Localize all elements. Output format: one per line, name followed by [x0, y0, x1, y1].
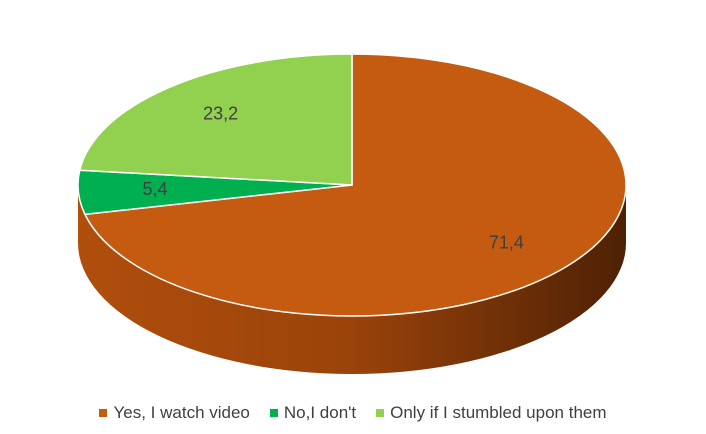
data-label-yes-i-watch-video: 71,4: [489, 232, 524, 252]
pie-side-walls: [78, 185, 626, 374]
legend-swatch-only-if: [376, 409, 385, 417]
legend-label-yes: Yes, I watch video: [113, 403, 250, 422]
data-label-only-if-i-stumbled-upon-them: 23,2: [203, 103, 238, 123]
pie-chart: 71,4 5,4 23,2: [77, 53, 627, 374]
pie-slices: [77, 53, 627, 317]
pie-side-wall-yes-i-watch-video: [78, 185, 626, 374]
pie-slice-only-if-i-stumbled-upon-them: [78, 53, 353, 186]
data-label-no-i-don-t: 5,4: [143, 179, 168, 199]
legend-item-no: No,I don't: [269, 403, 357, 423]
legend-item-only-if: Only if I stumbled upon them: [376, 403, 607, 423]
pie-slice-yes-i-watch-video: [83, 53, 627, 317]
legend: Yes, I watch video No,I don't Only if I …: [0, 398, 706, 428]
legend-label-only-if: Only if I stumbled upon them: [390, 403, 607, 422]
pie-data-labels: 71,4 5,4 23,2: [143, 103, 524, 252]
legend-item-yes: Yes, I watch video: [99, 403, 250, 423]
legend-label-no: No,I don't: [283, 403, 357, 422]
legend-swatch-no: [269, 409, 278, 417]
legend-swatch-yes: [99, 409, 108, 417]
